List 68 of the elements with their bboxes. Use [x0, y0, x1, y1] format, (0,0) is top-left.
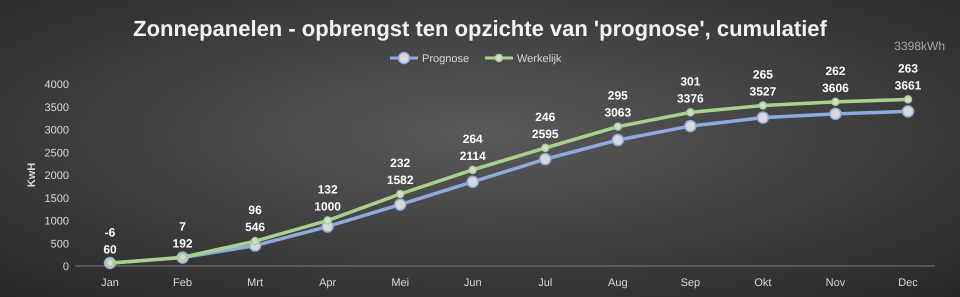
point [250, 236, 260, 246]
point [686, 108, 695, 117]
annotation: -6 [104, 225, 116, 240]
y-tick-label: 4000 [44, 79, 69, 91]
annotation: 7 [179, 219, 186, 234]
y-tick-label: 2500 [44, 147, 69, 160]
y-axis-title: KwH [26, 162, 38, 188]
point [539, 152, 552, 166]
data-label: 3063 [604, 106, 632, 120]
x-tick-label: Mei [391, 277, 410, 289]
y-tick-label: 3500 [44, 102, 69, 114]
x-tick-label: Feb [173, 277, 192, 289]
annotation: 246 [535, 110, 556, 124]
x-tick-label: Dec [898, 277, 918, 289]
x-tick-label: Jul [538, 277, 552, 289]
annotation: 96 [248, 203, 262, 218]
point [758, 101, 768, 110]
legend-label: Werkelijk [517, 53, 562, 65]
point [612, 134, 624, 146]
data-label: 60 [103, 242, 117, 256]
data-label: 2114 [460, 148, 486, 163]
annotation: 264 [462, 132, 484, 146]
x-tick-label: Sep [680, 277, 700, 289]
annotation: 232 [390, 156, 411, 170]
y-tick-label: 1500 [44, 192, 69, 205]
point [541, 144, 550, 152]
point [323, 216, 332, 225]
x-tick-label: Jun [464, 277, 482, 289]
x-tick-label: Mrt [247, 277, 264, 289]
data-label: 3661 [894, 78, 922, 92]
point [831, 98, 840, 106]
y-tick-label: 2000 [44, 170, 69, 182]
annotation: 262 [825, 64, 846, 78]
x-tick-label: Apr [319, 277, 337, 289]
point [394, 198, 406, 211]
y-tick-label: 500 [50, 238, 69, 250]
point [466, 176, 479, 188]
point [396, 190, 404, 198]
annotation: 265 [752, 68, 774, 82]
x-tick-label: Nov [826, 277, 846, 289]
point [902, 105, 914, 118]
data-label: 3606 [822, 80, 850, 95]
point [468, 166, 477, 174]
data-label: 2595 [532, 126, 559, 141]
point [684, 120, 697, 132]
point [614, 122, 622, 131]
data-label: 1582 [386, 173, 414, 188]
data-label: 546 [245, 220, 266, 234]
point [756, 111, 770, 124]
text: 3398kWh [894, 39, 945, 53]
data-label: 3527 [750, 84, 777, 99]
annotation: 132 [318, 182, 338, 196]
x-tick-label: Okt [754, 277, 772, 289]
y-tick-label: 1000 [44, 216, 69, 228]
annotation: 263 [898, 61, 918, 76]
data-label: 3376 [677, 91, 704, 106]
legend-label: Prognose [422, 53, 470, 65]
data-label: 1000 [314, 200, 342, 214]
annotation: 301 [680, 74, 701, 88]
y-tick-label: 0 [62, 261, 69, 273]
data-label: 192 [172, 236, 193, 250]
x-tick-label: Aug [608, 277, 628, 289]
x-tick-label: Jan [101, 277, 119, 289]
chart-title: Zonnepanelen - opbrengst ten opzichte van 'prognose', cumulatief [133, 16, 828, 41]
point [829, 108, 842, 120]
annotation: 295 [608, 88, 628, 103]
y-tick-label: 3000 [44, 124, 69, 136]
point [904, 95, 912, 104]
